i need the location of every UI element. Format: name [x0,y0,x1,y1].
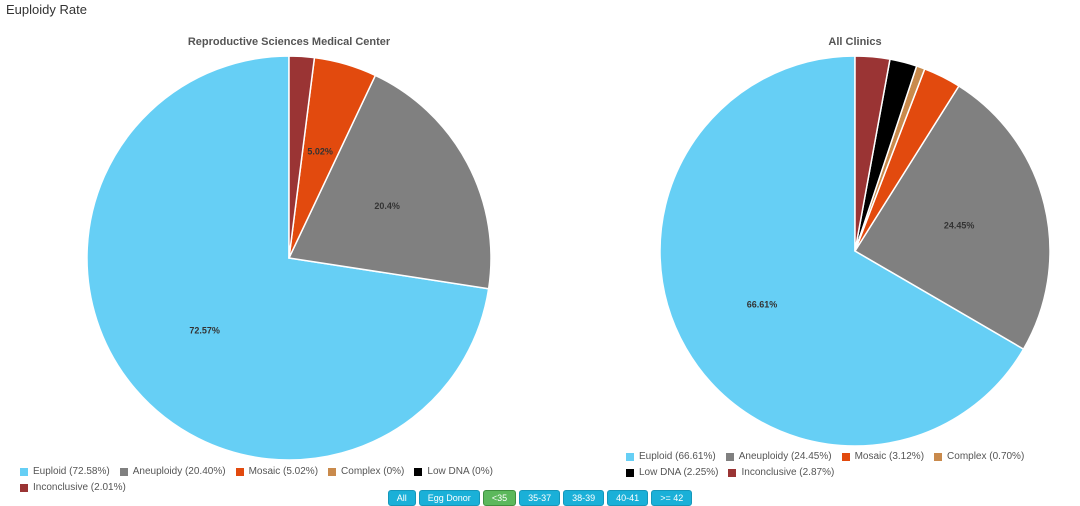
legend-label: Complex (0.70%) [947,451,1025,462]
legend-item-complex[interactable]: Complex (0%) [328,464,404,480]
pie-chart-rsmc: Reproductive Sciences Medical Center 72.5… [86,36,492,461]
legend-swatch [725,453,734,461]
slice-inconclusive[interactable] [854,55,891,252]
legend-item-euploid[interactable]: Euploid (72.58%) [20,464,110,480]
legend-swatch [934,453,943,461]
slice-euploid[interactable] [86,55,490,461]
legend-item-low-dna[interactable]: Low DNA (0%) [414,464,493,480]
legend-swatch [20,468,28,476]
legend-label: Euploid (66.61%) [639,451,716,462]
slice-label-euploid: 72.57% [189,325,220,335]
legend-item-euploid[interactable]: Euploid (66.61%) [626,449,716,465]
legend-swatch [328,468,337,476]
legend-item-aneuploidy[interactable]: Aneuploidy (24.45%) [725,449,832,465]
legend-item-inconclusive[interactable]: Inconclusive (2.87%) [728,465,834,481]
slice-label-aneuploidy: 24.45% [944,220,975,230]
legend-label: Mosaic (3.12%) [854,451,925,462]
chart-title-all-clinics: All Clinics [828,36,881,48]
legend-item-aneuploidy[interactable]: Aneuploidy (20.40%) [119,464,226,480]
legend-label: Mosaic (5.02%) [248,466,319,477]
slice-aneuploidy[interactable] [287,74,492,290]
slice-inconclusive[interactable] [288,55,316,259]
slice-label-aneuploidy: 20.4% [374,201,400,211]
legend-swatch [20,484,28,492]
legend-swatch [626,453,634,461]
legend-label: Aneuploidy (20.40%) [132,466,226,477]
legend-swatch [841,453,850,461]
slice-euploid[interactable] [659,55,1025,447]
legend-item-mosaic[interactable]: Mosaic (5.02%) [235,464,319,480]
legend-label: Inconclusive (2.87%) [741,467,835,478]
legend-swatch [728,469,737,477]
legend-all-clinics: Euploid (66.61%) Aneuploidy (24.45%) Mosai… [626,449,1076,481]
pie-chart-all-clinics: All Clinics 66.61% 24.45% [659,36,1051,447]
legend-swatch [235,468,244,476]
legend-label: Complex (0%) [341,466,405,477]
slice-label-euploid: 66.61% [747,299,778,309]
legend-label: Low DNA (2.25%) [639,467,719,478]
legend-label: Euploid (72.58%) [33,466,110,477]
legend-swatch [119,468,128,476]
legend-item-mosaic[interactable]: Mosaic (3.12%) [841,449,925,465]
legend-rsmc: Euploid (72.58%) Aneuploidy (20.40%) Mosai… [20,464,580,496]
slice-aneuploidy[interactable] [853,84,1051,351]
legend-item-inconclusive[interactable]: Inconclusive (2.01%) [20,480,126,496]
legend-label: Low DNA (0%) [427,466,493,477]
legend-swatch [414,468,423,476]
page-title: Euploidy Rate [6,2,87,17]
legend-label: Inconclusive (2.01%) [33,482,126,493]
legend-item-complex[interactable]: Complex (0.70%) [934,449,1024,465]
chart-title-rsmc: Reproductive Sciences Medical Center [188,36,391,48]
slice-label-mosaic: 5.02% [307,146,333,156]
legend-swatch [626,469,634,477]
legend-item-low-dna[interactable]: Low DNA (2.25%) [626,465,718,481]
legend-label: Aneuploidy (24.45%) [738,451,832,462]
